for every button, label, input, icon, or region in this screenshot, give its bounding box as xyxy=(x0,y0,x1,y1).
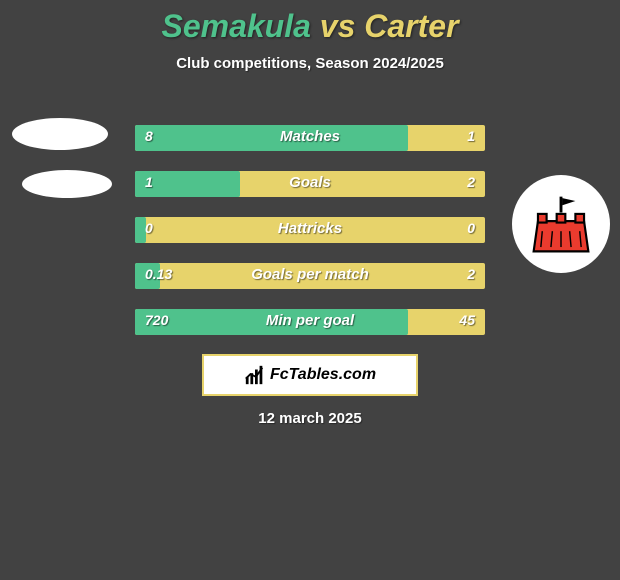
avatar-ellipse-2 xyxy=(22,170,112,198)
stat-bar: 00Hattricks xyxy=(135,217,485,243)
stat-bar: 12Goals xyxy=(135,171,485,197)
vs-text: vs xyxy=(311,8,364,44)
subtitle: Club competitions, Season 2024/2025 xyxy=(0,55,620,72)
stat-bar: 72045Min per goal xyxy=(135,309,485,335)
player1-name: Semakula xyxy=(161,8,310,44)
player1-avatar xyxy=(12,118,108,198)
stat-label: Matches xyxy=(135,128,485,145)
comparison-title: Semakula vs Carter xyxy=(0,0,620,45)
castle-flag-icon xyxy=(525,188,597,260)
stat-label: Min per goal xyxy=(135,312,485,329)
date-label: 12 march 2025 xyxy=(0,410,620,427)
stat-bar: 0.132Goals per match xyxy=(135,263,485,289)
watermark: FcTables.com xyxy=(202,354,418,396)
player2-name: Carter xyxy=(364,8,458,44)
avatar-ellipse-1 xyxy=(12,118,108,150)
player2-avatar xyxy=(512,175,610,273)
chart-icon xyxy=(244,364,266,386)
watermark-text: FcTables.com xyxy=(270,366,376,384)
stat-label: Goals xyxy=(135,174,485,191)
stat-bar: 81Matches xyxy=(135,125,485,151)
stat-label: Hattricks xyxy=(135,220,485,237)
stat-label: Goals per match xyxy=(135,266,485,283)
comparison-bars: 81Matches 12Goals 00Hattricks 0.132Goals pe… xyxy=(135,125,485,355)
